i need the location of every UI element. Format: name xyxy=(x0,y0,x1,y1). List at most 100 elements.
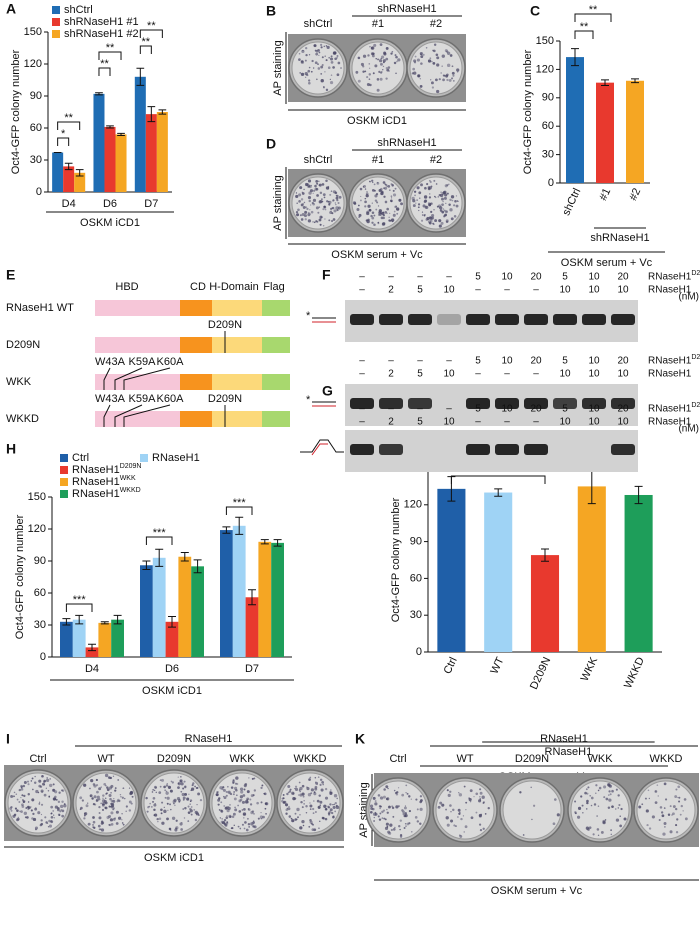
colony-dot xyxy=(53,797,57,801)
colony-dot xyxy=(196,803,198,806)
colony-dot xyxy=(390,828,393,832)
colony-dot xyxy=(257,817,260,820)
colony-dot xyxy=(378,70,381,74)
colony-dot xyxy=(48,819,51,823)
colony-dot xyxy=(430,81,434,85)
colony-dot xyxy=(145,796,148,800)
lane-label: 10 xyxy=(501,272,513,283)
colony-dot xyxy=(352,201,357,205)
colony-dot xyxy=(294,818,297,821)
colony-dot xyxy=(10,809,13,812)
colony-dot xyxy=(663,822,667,826)
colony-dot xyxy=(438,219,442,223)
colony-dot xyxy=(444,49,448,53)
colony-dot xyxy=(264,807,267,810)
error-bar xyxy=(142,560,151,571)
colony-dot xyxy=(87,822,91,826)
lane-label: #2 xyxy=(430,18,442,30)
colony-dot xyxy=(647,789,650,792)
significance-bracket xyxy=(57,137,70,146)
colony-dot xyxy=(323,45,325,48)
colony-dot xyxy=(586,801,589,805)
colony-dot xyxy=(101,799,106,803)
colony-dot xyxy=(329,78,331,80)
colony-dot xyxy=(313,189,316,192)
colony-dot xyxy=(174,804,176,807)
colony-dot xyxy=(386,808,388,811)
colony-dot xyxy=(463,831,465,833)
y-tick-label: 150 xyxy=(28,491,46,503)
colony-dot xyxy=(422,53,425,56)
colony-dot xyxy=(219,817,221,819)
colony-dot xyxy=(435,196,437,199)
colony-dot xyxy=(399,835,403,838)
colony-dot xyxy=(61,809,65,813)
colony-dot xyxy=(396,212,399,215)
colony-dot xyxy=(388,216,390,219)
colony-dot xyxy=(306,787,310,791)
colony-dot xyxy=(381,817,384,820)
colony-dot xyxy=(184,785,187,789)
colony-dot xyxy=(336,194,339,198)
group-label: RNaseH1 xyxy=(185,733,233,745)
colony-dot xyxy=(663,782,667,786)
colony-dot xyxy=(620,807,623,811)
colony-dot xyxy=(394,791,398,795)
colony-dot xyxy=(294,785,298,788)
construct-label: WKK xyxy=(6,376,32,388)
colony-dot xyxy=(32,788,34,791)
colony-dot xyxy=(411,72,414,75)
colony-dot xyxy=(335,804,338,807)
colony-dot xyxy=(251,810,255,813)
colony-dot xyxy=(128,800,132,804)
plate-well xyxy=(435,780,495,840)
colony-dot xyxy=(115,822,119,825)
colony-dot xyxy=(440,221,444,225)
colony-dot xyxy=(231,827,234,830)
colony-dot xyxy=(313,221,316,224)
mutation-label: K60A xyxy=(157,393,185,405)
colony-dot xyxy=(648,827,652,830)
colony-dot xyxy=(394,54,397,57)
colony-dot xyxy=(655,790,657,792)
colony-dot xyxy=(445,220,449,223)
colony-dot xyxy=(475,792,479,796)
colony-dot xyxy=(446,823,450,827)
colony-dot xyxy=(159,779,162,781)
x-tick-label: D4 xyxy=(85,663,99,675)
colony-dot xyxy=(453,824,456,827)
colony-dot xyxy=(154,813,158,817)
colony-dot xyxy=(164,789,167,792)
colony-dot xyxy=(373,820,375,822)
domain xyxy=(180,411,212,427)
colony-dot xyxy=(404,812,407,815)
colony-dot xyxy=(373,816,375,819)
colony-dot xyxy=(20,786,23,789)
colony-dot xyxy=(222,795,225,798)
colony-dot xyxy=(259,815,264,819)
colony-dot xyxy=(432,222,434,225)
colony-dot xyxy=(376,88,380,92)
colony-dot xyxy=(371,54,375,58)
colony-dot xyxy=(308,778,311,781)
colony-dot xyxy=(242,812,247,816)
colony-dot xyxy=(360,195,362,198)
colony-dot xyxy=(318,51,321,54)
colony-dot xyxy=(246,817,249,820)
colony-dot xyxy=(448,78,452,82)
colony-dot xyxy=(89,787,91,790)
significance-bracket xyxy=(65,603,93,612)
colony-dot xyxy=(158,817,162,821)
colony-dot xyxy=(19,810,21,812)
colony-dot xyxy=(217,803,220,806)
colony-dot xyxy=(220,809,223,812)
colony-dot xyxy=(177,782,180,785)
bar xyxy=(85,647,99,657)
colony-dot xyxy=(332,199,335,202)
colony-dot xyxy=(664,825,666,828)
colony-dot xyxy=(658,818,661,822)
colony-dot xyxy=(380,187,383,191)
colony-dot xyxy=(245,828,249,832)
colony-dot xyxy=(318,827,320,830)
bar xyxy=(484,492,513,652)
